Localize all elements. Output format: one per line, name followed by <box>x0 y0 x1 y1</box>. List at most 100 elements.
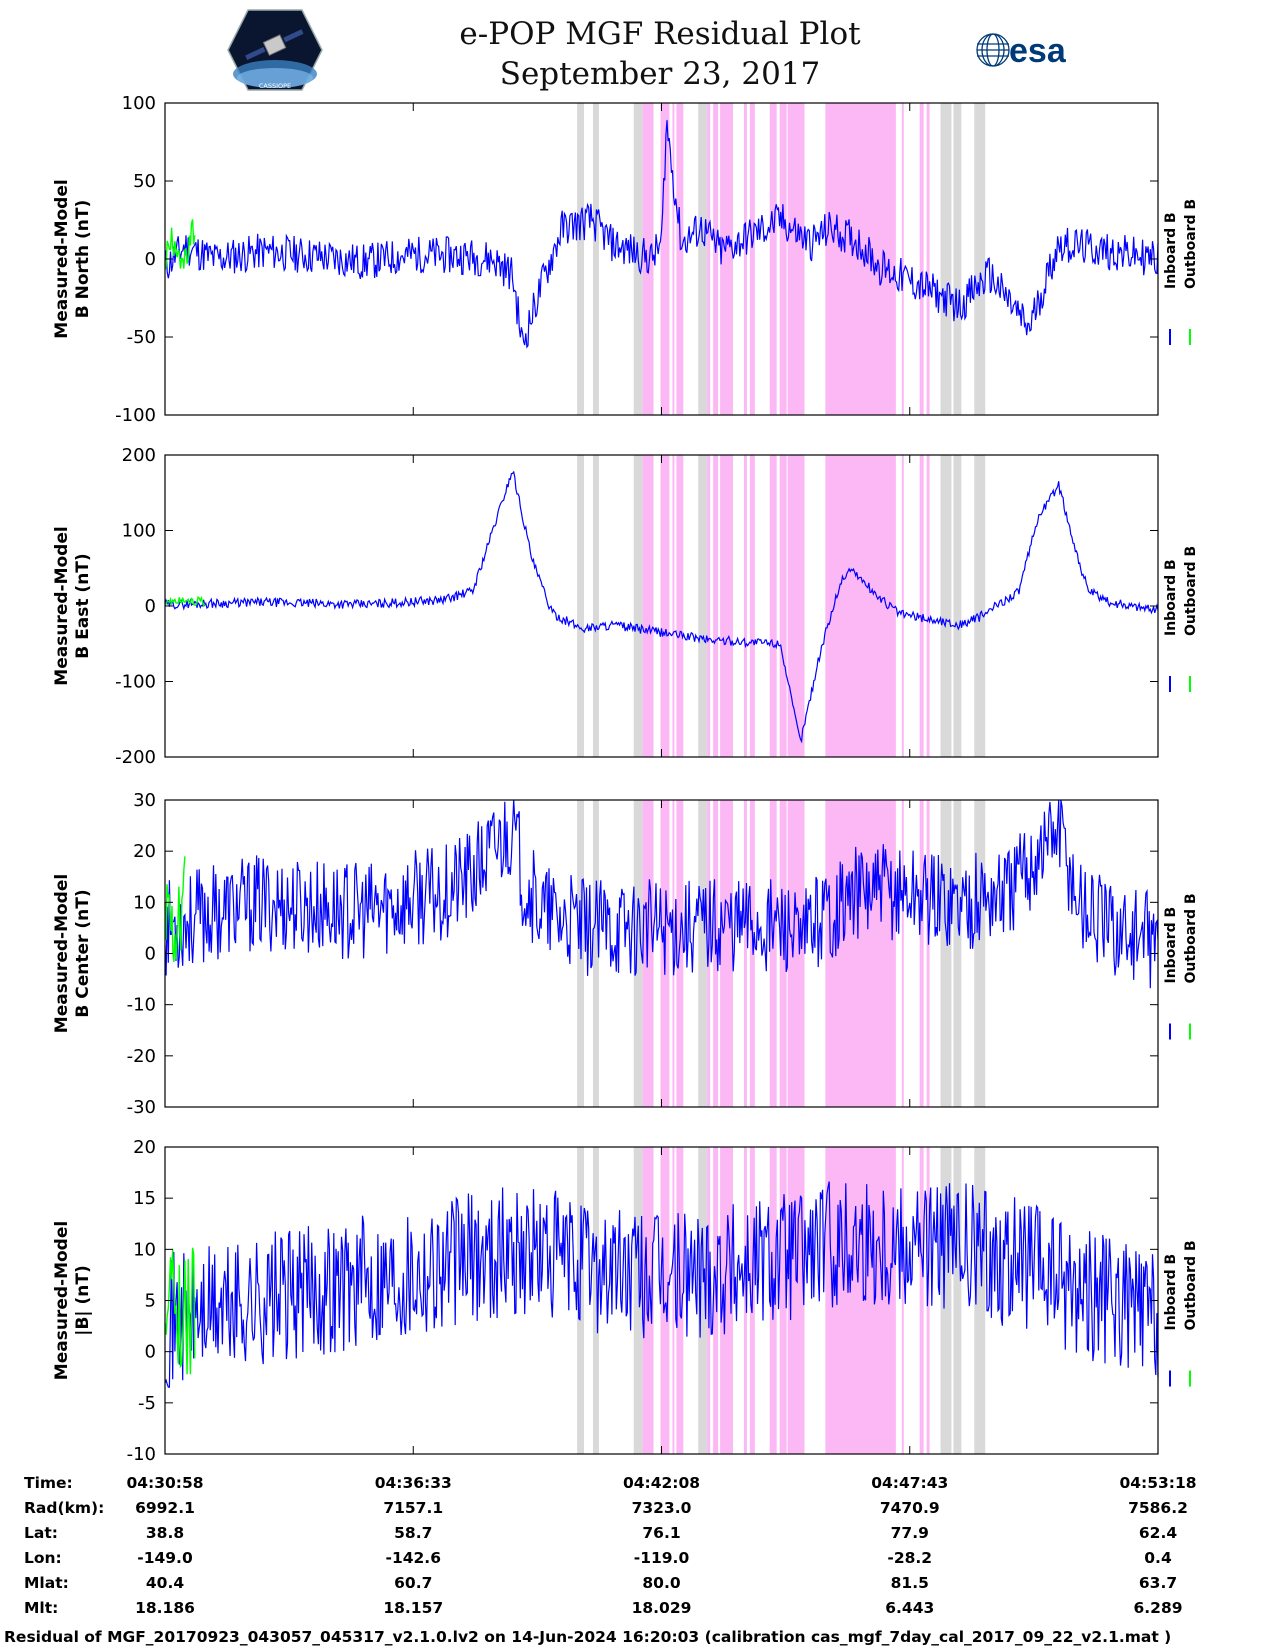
pink-shade-region <box>769 800 777 1107</box>
pink-shade-region <box>676 455 684 757</box>
pink-shade-region <box>926 103 930 415</box>
outboard-b-series <box>164 219 196 270</box>
chart-panel-2: 200 100 0 -100 -200 Measured-ModelB East (nT)… <box>52 445 1199 768</box>
legend: Inboard B Outboard B <box>1163 893 1199 1040</box>
pink-shade-region <box>743 103 747 415</box>
gray-shade-region <box>953 1147 962 1454</box>
pink-shade-region <box>642 103 654 415</box>
y-tick-label: -20 <box>127 1046 156 1067</box>
table-cell: 58.7 <box>394 1524 432 1542</box>
pink-shade-region <box>919 1147 924 1454</box>
table-row-label: Mlat: <box>24 1574 69 1592</box>
pink-shade-region <box>672 455 675 757</box>
y-axis-label: Measured-Model|B| (nT) <box>52 1221 93 1380</box>
table-cell: 6.443 <box>885 1599 934 1617</box>
pink-shade-region <box>919 800 924 1107</box>
table-cell: -149.0 <box>137 1549 193 1567</box>
pink-shade-region <box>713 103 719 415</box>
y-tick-label: -100 <box>115 405 156 426</box>
legend: Inboard B Outboard B <box>1163 199 1199 345</box>
inboard-b-series <box>164 799 1159 989</box>
pink-shade-region <box>743 800 747 1107</box>
pink-shade-region <box>642 455 654 757</box>
pink-shade-region <box>779 800 787 1107</box>
pink-shade-region <box>707 103 711 415</box>
pink-shade-region <box>676 103 684 415</box>
legend-inboard: Inboard B <box>1163 907 1179 984</box>
y-tick-label: 200 <box>122 445 156 466</box>
legend: Inboard B Outboard B <box>1163 1240 1199 1387</box>
gray-shade-region <box>940 455 952 757</box>
pink-shade-region <box>769 455 777 757</box>
chart-panel-3: 30 20 10 0 -10 -20 -30 Measured-ModelB Center (… <box>52 790 1199 1118</box>
cassiope-logo: CASSIOPE <box>227 9 323 91</box>
pink-shade-region <box>779 1147 787 1454</box>
y-tick-label: -50 <box>127 327 156 348</box>
table-cell: 76.1 <box>642 1524 680 1542</box>
chart-panel-4: 20 15 10 5 0 -5 -10 Measured-Model|B| (nT) Inboa… <box>52 1137 1199 1465</box>
pink-shade-region <box>787 455 805 757</box>
pink-shade-region <box>749 455 755 757</box>
table-cell: 0.4 <box>1144 1549 1172 1567</box>
chart-panel-1: 100 50 0 -50 -100 Measured-ModelB North (nT) I… <box>52 93 1199 426</box>
table-cell: -28.2 <box>887 1549 932 1567</box>
y-tick-label: 20 <box>133 841 156 862</box>
legend-outboard: Outboard B <box>1183 893 1199 983</box>
y-tick-label: -10 <box>127 1444 156 1465</box>
gray-shade-region <box>633 1147 643 1454</box>
table-cell: 6992.1 <box>135 1499 195 1517</box>
y-tick-label: 15 <box>133 1188 156 1209</box>
table-cell: 81.5 <box>891 1574 929 1592</box>
gray-shade-region <box>633 800 643 1107</box>
table-cell: 18.157 <box>383 1599 443 1617</box>
title-line-1: e-POP MGF Residual Plot <box>459 16 861 52</box>
pink-shade-region <box>672 1147 675 1454</box>
table-cell: 38.8 <box>146 1524 184 1542</box>
pink-shade-region <box>919 455 924 757</box>
gray-shade-region <box>592 455 599 757</box>
table-cell: 04:30:58 <box>126 1474 203 1492</box>
y-axis-label: Measured-ModelB Center (nT) <box>52 874 93 1033</box>
inboard-b-series <box>164 1181 1159 1388</box>
y-tick-label: 30 <box>133 790 156 811</box>
cassiope-logo-text: CASSIOPE <box>259 82 291 90</box>
y-tick-label: -200 <box>115 747 156 768</box>
gray-shade-region <box>698 455 708 757</box>
y-tick-label: 0 <box>145 1342 156 1363</box>
table-cell: 04:42:08 <box>623 1474 700 1492</box>
legend: Inboard B Outboard B <box>1163 546 1199 692</box>
pink-shade-region <box>787 103 805 415</box>
y-tick-label: -100 <box>115 672 156 693</box>
outboard-b-series <box>164 1247 196 1375</box>
esa-logo: esa <box>976 32 1067 70</box>
outboard-b-series <box>164 595 206 608</box>
legend-inboard: Inboard B <box>1163 212 1179 289</box>
table-cell: -119.0 <box>634 1549 690 1567</box>
pink-shade-region <box>743 455 747 757</box>
pink-shade-region <box>720 1147 733 1454</box>
pink-shade-region <box>926 800 930 1107</box>
inboard-b-series <box>164 120 1159 349</box>
pink-shade-region <box>779 103 787 415</box>
table-cell: 40.4 <box>146 1574 184 1592</box>
y-tick-label: 100 <box>122 93 156 114</box>
gray-shade-region <box>698 103 708 415</box>
gray-shade-region <box>698 1147 708 1454</box>
legend-outboard: Outboard B <box>1183 1240 1199 1330</box>
gray-shade-region <box>940 800 952 1107</box>
y-tick-label: 0 <box>145 944 156 965</box>
pink-shade-region <box>926 455 930 757</box>
pink-shade-region <box>660 455 670 757</box>
gray-shade-region <box>577 103 585 415</box>
y-tick-label: 10 <box>133 1239 156 1260</box>
gray-shade-region <box>940 103 952 415</box>
gray-shade-region <box>940 1147 952 1454</box>
y-tick-label: 20 <box>133 1137 156 1158</box>
legend-outboard: Outboard B <box>1183 546 1199 636</box>
pink-shade-region <box>787 800 805 1107</box>
pink-shade-region <box>779 455 787 757</box>
y-tick-label: 100 <box>122 521 156 542</box>
y-axis-label: Measured-ModelB North (nT) <box>52 179 93 338</box>
y-tick-label: -10 <box>127 995 156 1016</box>
